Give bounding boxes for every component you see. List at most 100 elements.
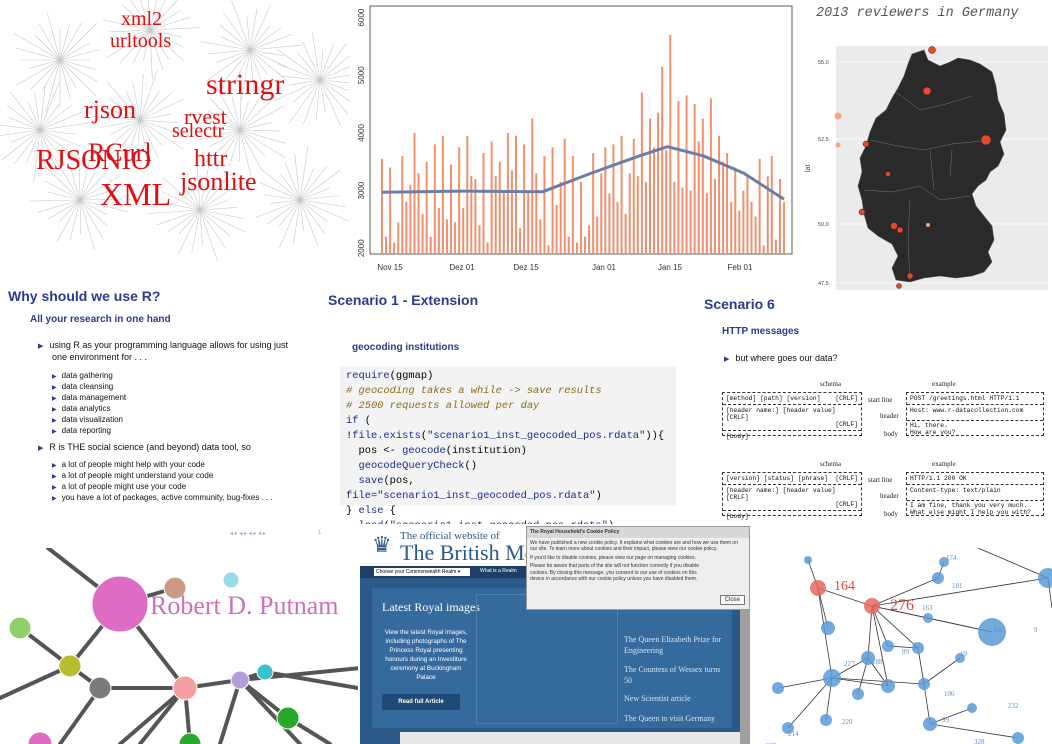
burst-line: [149, 29, 153, 79]
bar: [575, 242, 578, 254]
edge: [871, 577, 1049, 607]
node: [881, 679, 895, 693]
realm-select[interactable]: Choose your Commonwealth Realm ▾: [374, 568, 470, 576]
bar: [454, 222, 457, 254]
schema-label: schema: [820, 380, 841, 388]
burst-line: [139, 98, 185, 121]
bar: [429, 236, 432, 254]
bar: [584, 236, 587, 254]
burst-line: [302, 41, 321, 81]
bar: [547, 245, 550, 254]
bullet-1: ▶ using R as your programming language al…: [38, 340, 289, 350]
burst-line: [45, 59, 61, 113]
burst-line: [299, 169, 341, 201]
node: [1012, 732, 1024, 744]
sub-bullet: ▶ a lot of people might help with your co…: [52, 460, 205, 469]
burst-line: [162, 191, 201, 211]
bar: [677, 101, 680, 255]
footer-bar: [400, 732, 740, 744]
burst-line: [115, 119, 141, 157]
code-block: require(ggmap) # geocoding takes a while…: [340, 366, 676, 524]
nav-link[interactable]: What is a Realm: [480, 568, 517, 574]
edge: [787, 677, 833, 729]
burst-line: [207, 109, 241, 131]
burst-line: [10, 92, 41, 131]
burst-line: [210, 120, 241, 131]
bar: [470, 176, 473, 254]
burst-line: [199, 209, 244, 219]
burst-line: [239, 105, 285, 131]
x-tick-label: Nov 15: [377, 263, 403, 272]
bar: [437, 207, 440, 254]
burst-line: [223, 12, 251, 51]
feature-image: [476, 594, 618, 724]
news-link[interactable]: The Countess of Wessex turns 50: [624, 665, 721, 685]
schema-label: schema: [820, 460, 841, 468]
edge: [871, 605, 889, 687]
burst-line: [117, 29, 151, 41]
lat-tick: 50.0: [818, 222, 829, 228]
news-link[interactable]: The Queen to visit Germany: [624, 714, 716, 723]
bar: [742, 190, 745, 254]
bar: [588, 225, 591, 254]
burst-line: [319, 79, 349, 115]
burst-line: [299, 199, 349, 222]
bar: [494, 176, 497, 254]
burst-line: [249, 49, 284, 56]
burst-line: [249, 34, 293, 51]
burst-line: [29, 199, 81, 202]
burst-line: [34, 93, 41, 131]
bar: [445, 219, 448, 254]
burst-line: [149, 27, 200, 31]
burst-line: [239, 129, 280, 132]
burst-line: [100, 119, 141, 128]
burst-line: [209, 129, 241, 147]
edge: [777, 677, 833, 689]
burst-line: [207, 49, 251, 55]
burst-line: [299, 146, 309, 201]
node-label: 263: [766, 742, 777, 744]
node: [978, 618, 1006, 646]
edge: [831, 677, 889, 687]
burst-line: [39, 122, 94, 131]
scrollbar[interactable]: [740, 566, 750, 744]
burst-line: [44, 180, 81, 201]
burst-line: [200, 41, 251, 51]
node: [939, 557, 949, 567]
sub-bullet: ▶ data management: [52, 393, 127, 402]
bar: [506, 132, 509, 254]
burst-line: [199, 207, 237, 211]
burst-line: [130, 0, 151, 31]
burst-line: [139, 92, 172, 121]
read-article-button[interactable]: Read full Article: [382, 694, 460, 710]
bar: [705, 193, 708, 254]
cloud-word: rvest: [184, 104, 227, 129]
request-schema-box: [method] [path] [version] [CRLF] [header …: [722, 392, 862, 440]
burst-line: [79, 189, 114, 201]
header-label: header: [880, 412, 899, 420]
bar: [551, 147, 554, 254]
edge: [817, 587, 873, 607]
burst-line: [319, 66, 350, 81]
node: [923, 613, 933, 623]
bar: [738, 210, 741, 254]
burst-line: [47, 12, 61, 61]
slide-nav-icons[interactable]: ◂ ▸ ◂ ▸ ◂ ▸ ◂ ▸: [230, 531, 266, 537]
bar: [620, 135, 623, 254]
lat-tick: 47.5: [818, 281, 829, 287]
y-tick-label: 6000: [357, 8, 366, 26]
cookie-close-button[interactable]: Close: [719, 594, 745, 605]
news-link[interactable]: The Queen Elizabeth Prize for Engineerin…: [624, 635, 722, 655]
bar: [466, 135, 469, 254]
burst-line: [79, 199, 108, 216]
burst-line: [299, 199, 346, 207]
burst-line: [239, 129, 287, 159]
burst-line: [319, 79, 350, 102]
cookie-dialog: The Royal Household's Cookie Policy We h…: [526, 526, 750, 610]
cloud-word: RJSONIO: [36, 145, 152, 176]
news-link[interactable]: New Scientist article: [624, 694, 691, 703]
node: [923, 717, 937, 731]
node: [804, 556, 812, 564]
burst-line: [199, 209, 203, 246]
burst-line: [231, 96, 241, 131]
